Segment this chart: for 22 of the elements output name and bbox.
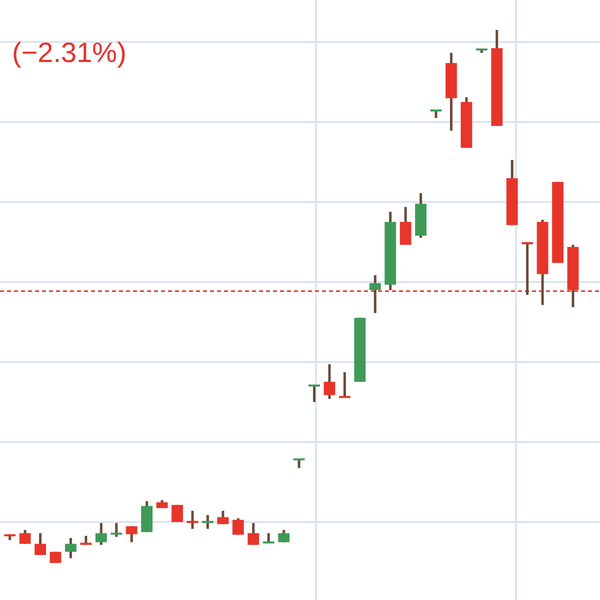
candlestick [369,274,381,314]
candlestick [308,384,320,404]
annotation: (−2.31%) [12,37,126,68]
candlestick [34,532,46,556]
candlestick [248,522,260,546]
candlestick [126,524,138,544]
candlestick [278,528,290,544]
candlestick [186,510,198,530]
candlestick [80,534,92,546]
candlestick [202,514,214,530]
candlestick [324,362,336,400]
candlestick [262,532,274,544]
candlestick [65,536,76,560]
candlestick [95,522,107,546]
candlestick [110,522,122,538]
candlestick [217,510,229,526]
candlestick [232,516,244,536]
candlestick [19,528,31,546]
candlestick [293,458,305,470]
candlestick [400,206,412,246]
candlestick [338,370,350,400]
candlestick [172,504,183,524]
